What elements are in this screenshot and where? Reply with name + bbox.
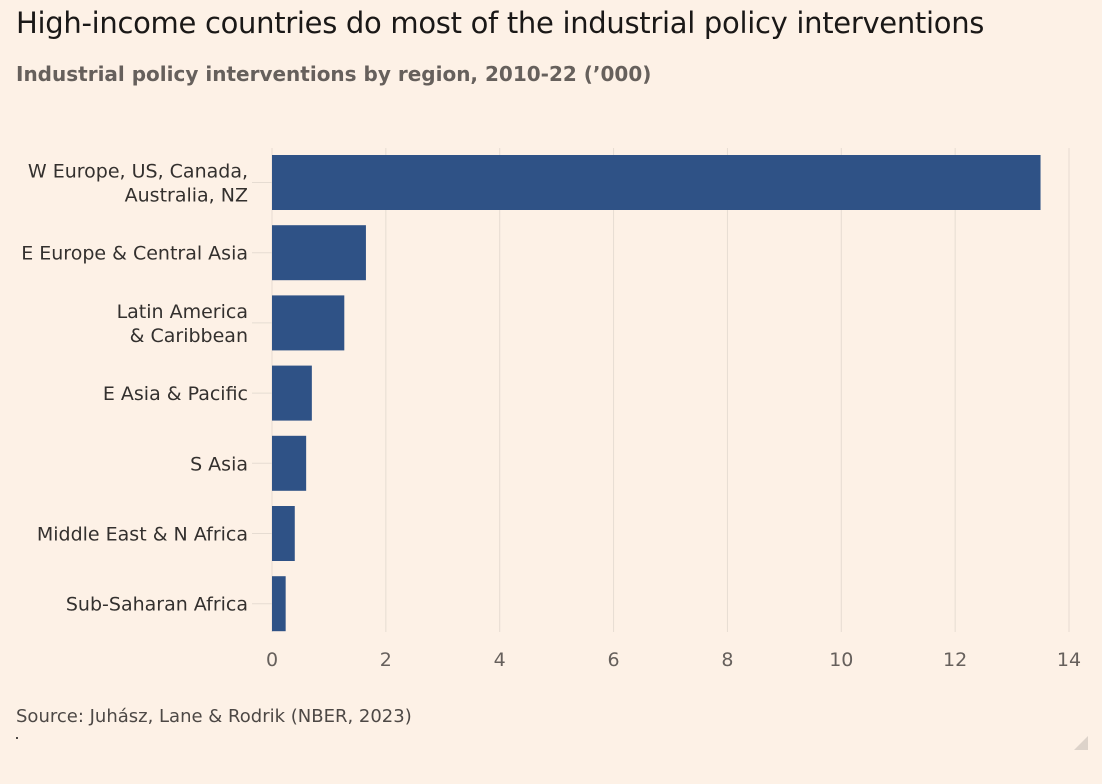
- category-label: & Caribbean: [130, 325, 248, 347]
- category-label: Middle East & N Africa: [37, 524, 248, 546]
- x-tick-label: 6: [608, 649, 620, 671]
- x-tick-label: 10: [829, 649, 853, 671]
- bar: [272, 225, 366, 281]
- x-tick-label: 0: [266, 649, 278, 671]
- category-label: E Asia & Pacific: [103, 383, 248, 405]
- category-label: Australia, NZ: [125, 185, 248, 207]
- bar: [272, 365, 312, 421]
- x-tick-label: 4: [494, 649, 506, 671]
- chart-subtitle: Industrial policy interventions by regio…: [16, 62, 652, 86]
- x-tick-label: 8: [721, 649, 733, 671]
- bar: [272, 576, 286, 632]
- x-tick-label: 2: [380, 649, 392, 671]
- footer-dot: [16, 737, 18, 739]
- bar: [272, 435, 307, 491]
- x-tick-label: 14: [1057, 649, 1081, 671]
- source-note: Source: Juhász, Lane & Rodrik (NBER, 202…: [16, 706, 412, 727]
- category-labels: W Europe, US, Canada,Australia, NZ E Euro…: [21, 161, 272, 616]
- category-label: E Europe & Central Asia: [21, 243, 248, 265]
- category-label: W Europe, US, Canada,: [28, 161, 248, 183]
- bars: [272, 155, 1041, 632]
- x-axis-ticks: 0 2 4 6 8 10 12 14: [266, 649, 1081, 671]
- category-label: Sub-Saharan Africa: [66, 594, 248, 616]
- resize-handle-icon[interactable]: [1074, 736, 1088, 750]
- chart-title: High-income countries do most of the ind…: [16, 6, 985, 40]
- bar: [272, 506, 295, 561]
- bar: [272, 155, 1041, 210]
- x-tick-label: 12: [943, 649, 967, 671]
- bar-chart: W Europe, US, Canada,Australia, NZ E Euro…: [21, 148, 1081, 671]
- category-label: Latin America: [117, 301, 248, 323]
- bar: [272, 295, 345, 351]
- category-label: S Asia: [190, 453, 248, 475]
- gridlines: [271, 148, 1070, 632]
